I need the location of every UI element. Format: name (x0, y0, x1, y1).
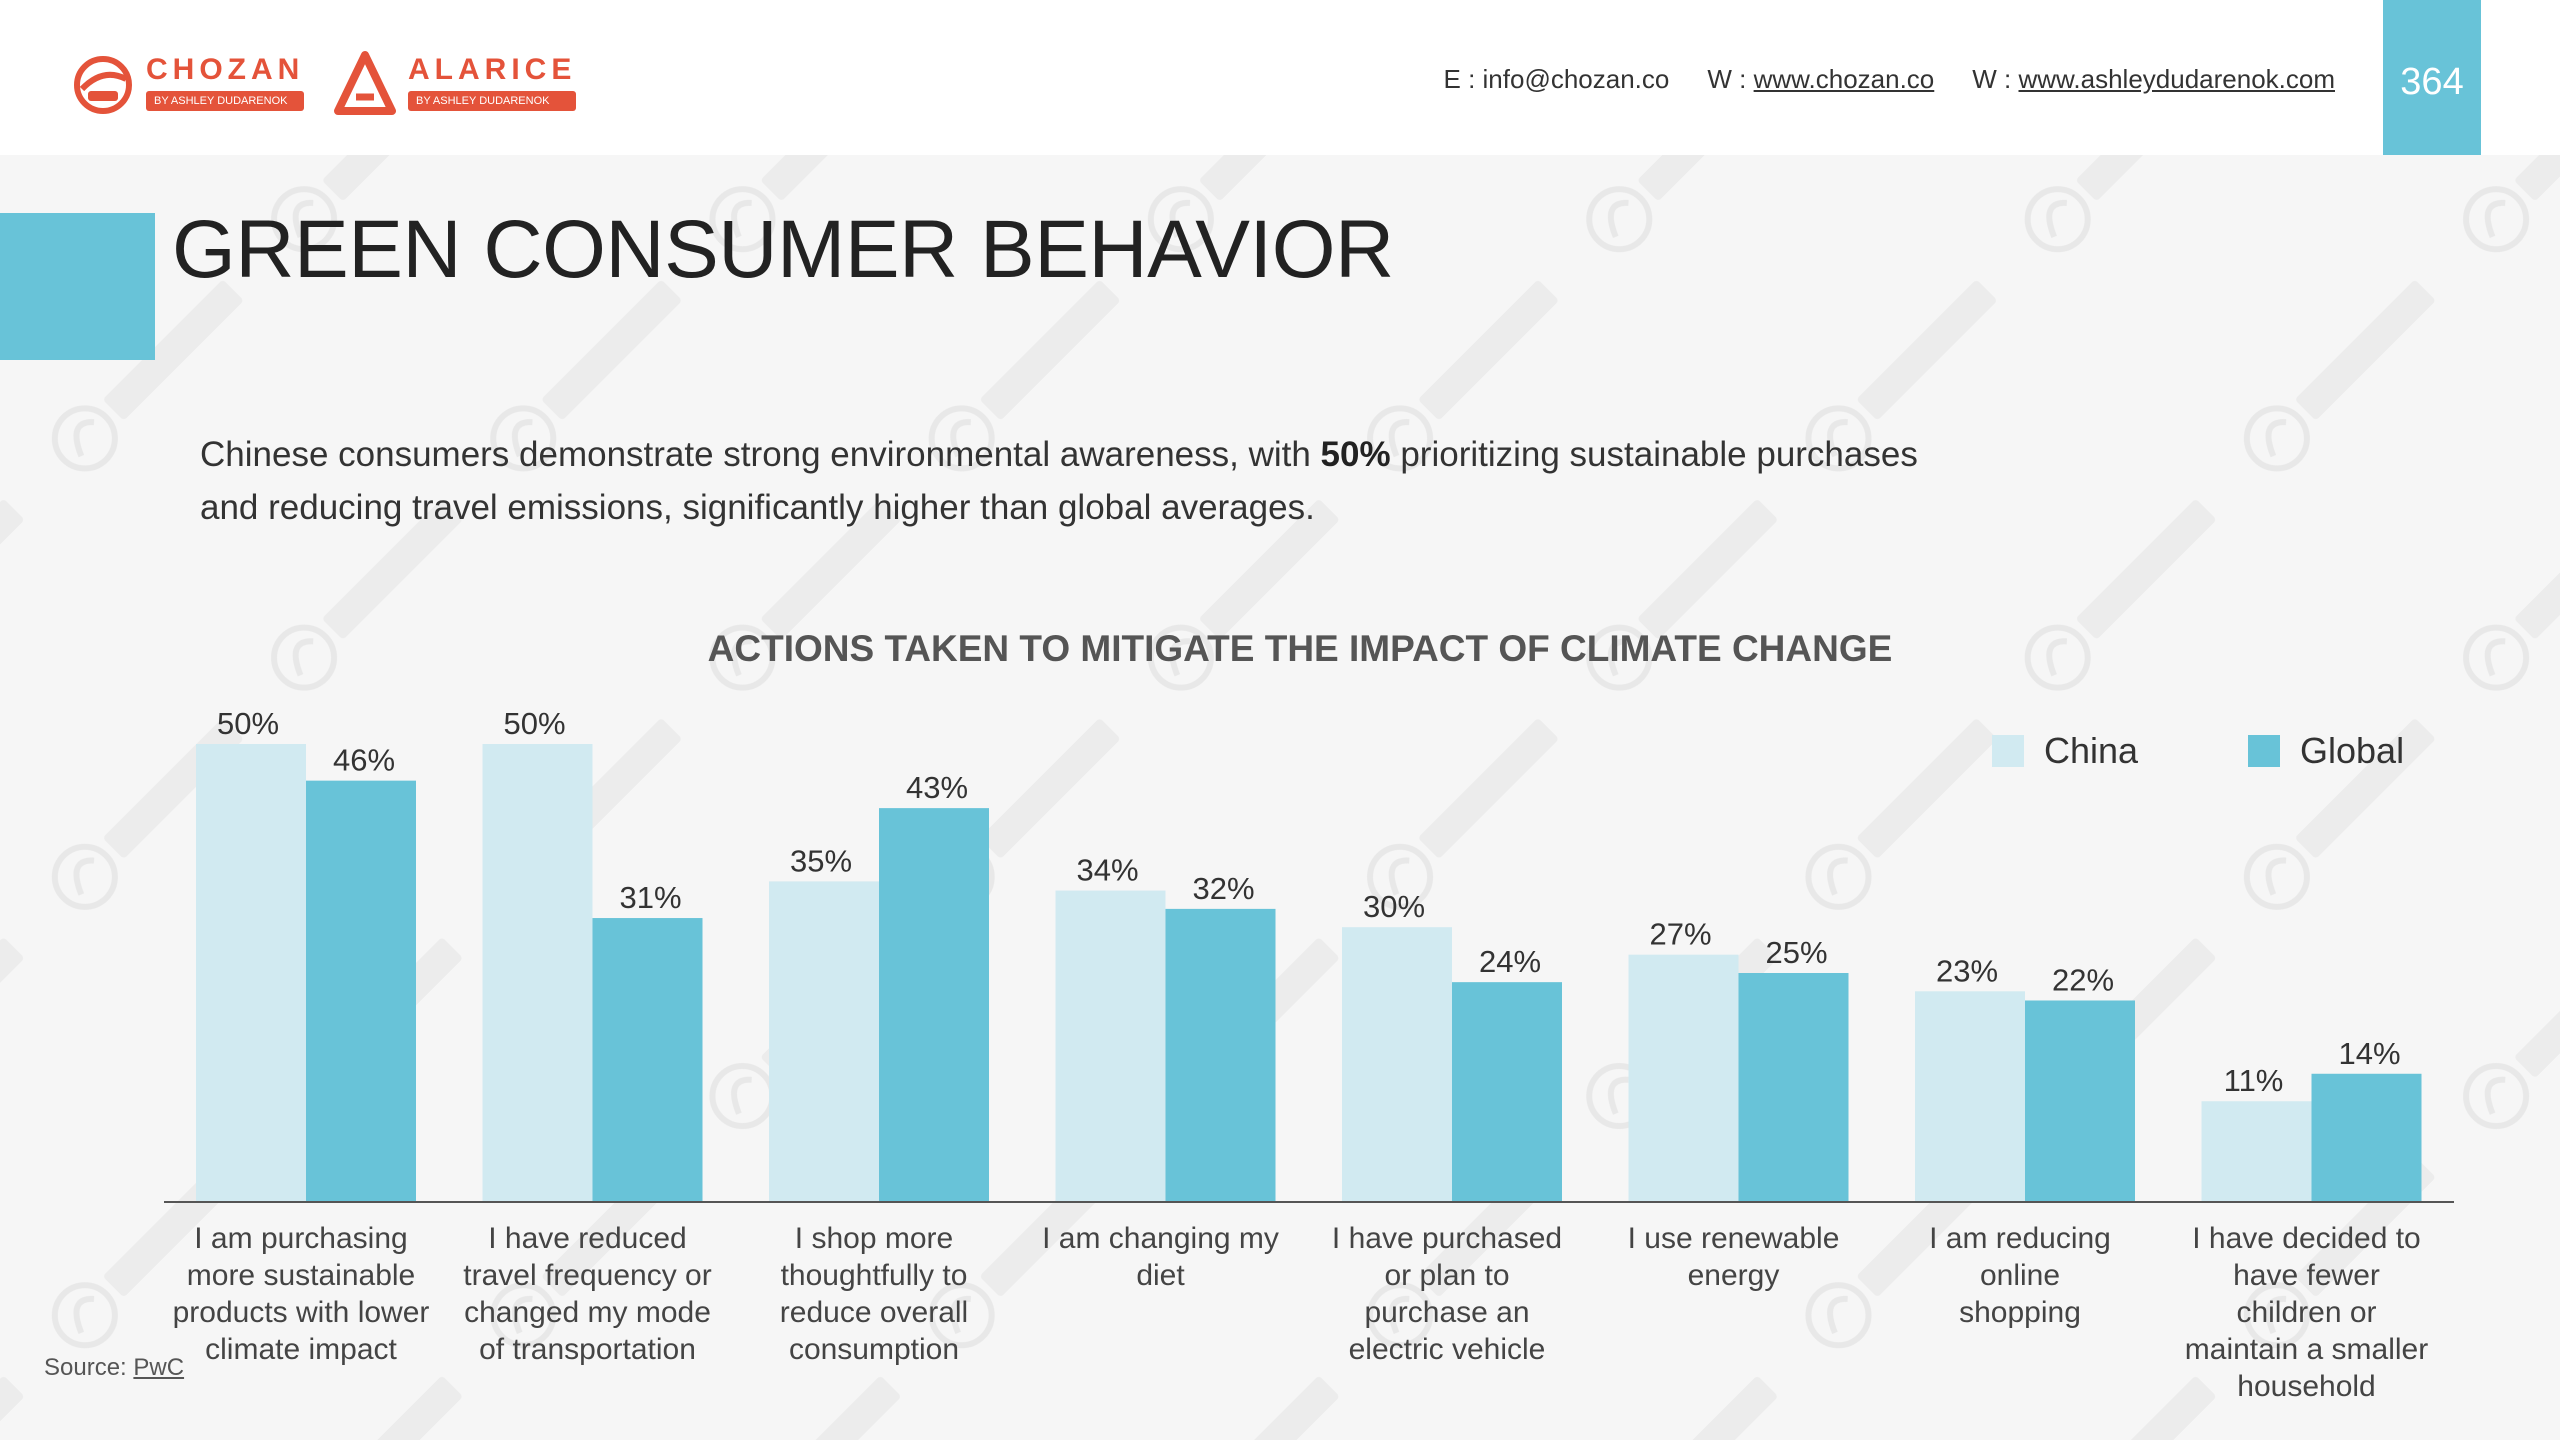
contact-info: E : info@chozan.co W : www.chozan.co W :… (1444, 64, 2336, 95)
title-accent-block (0, 213, 155, 360)
data-label-china-5: 30% (1363, 889, 1425, 924)
data-label-global-5: 24% (1479, 944, 1541, 979)
bar-china-6 (1628, 954, 1739, 1202)
x-tick-label-3-line-2: thoughtfully to (781, 1259, 968, 1292)
data-label-global-6: 25% (1765, 935, 1827, 970)
data-label-china-1: 50% (217, 706, 279, 741)
chozan-logo-name: CHOZAN (146, 53, 305, 86)
x-tick-label-2-line-2: travel frequency or (463, 1259, 711, 1292)
data-label-china-3: 35% (790, 843, 852, 878)
alarice-logo[interactable]: ALARICE BY ASHLEY DUDARENOK (330, 42, 577, 122)
legend-china-label: China (2044, 730, 2139, 771)
x-tick-label-1-line-3: products with lower (173, 1296, 430, 1329)
alarice-logo-name: ALARICE (408, 53, 577, 86)
x-tick-label-3-line-3: reduce overall (780, 1296, 968, 1329)
x-tick-label-5-line-2: or plan to (1384, 1259, 1509, 1292)
website-contact-1: W : www.chozan.co (1707, 64, 1935, 94)
bar-global-7 (2025, 1000, 2135, 1202)
legend-china-swatch (1992, 735, 2024, 767)
ashley-website-link[interactable]: www.ashleydudarenok.com (2018, 64, 2336, 94)
bar-global-2 (592, 918, 703, 1202)
bar-china-2 (482, 744, 593, 1202)
chozan-logo-subtitle: BY ASHLEY DUDARENOK (146, 91, 305, 111)
x-tick-label-8-line-3: children or (2236, 1296, 2376, 1329)
data-label-global-3: 43% (906, 770, 968, 805)
bar-china-3 (769, 881, 879, 1202)
alarice-a-icon (334, 51, 396, 115)
legend-global-swatch (2248, 735, 2280, 767)
x-tick-label-4-line-2: diet (1136, 1259, 1185, 1292)
x-tick-label-6-line-2: energy (1688, 1259, 1780, 1292)
x-tick-label-1-line-2: more sustainable (187, 1259, 415, 1292)
bar-global-1 (306, 780, 416, 1202)
intro-highlight: 50% (1320, 435, 1391, 474)
data-label-china-8: 11% (2224, 1063, 2284, 1098)
data-label-global-2: 31% (619, 880, 681, 915)
chozan-website-link[interactable]: www.chozan.co (1753, 64, 1935, 94)
bar-global-6 (1738, 973, 1849, 1202)
x-tick-label-4-line-1: I am changing my (1042, 1222, 1279, 1255)
chozan-helmet-icon (74, 56, 132, 114)
alarice-logo-subtitle: BY ASHLEY DUDARENOK (408, 91, 577, 111)
x-tick-label-3-line-1: I shop more (795, 1222, 953, 1255)
x-tick-label-5-line-4: electric vehicle (1349, 1333, 1546, 1366)
x-tick-label-1-line-4: climate impact (205, 1333, 397, 1366)
x-tick-label-3-line-4: consumption (789, 1333, 959, 1366)
data-label-global-4: 32% (1192, 871, 1254, 906)
chart-title: ACTIONS TAKEN TO MITIGATE THE IMPACT OF … (707, 628, 1893, 669)
data-label-global-7: 22% (2052, 962, 2114, 997)
intro-paragraph: Chinese consumers demonstrate strong env… (200, 435, 1918, 527)
x-tick-label-2-line-3: changed my mode (464, 1296, 711, 1329)
legend-global-label: Global (2300, 730, 2405, 771)
data-label-china-4: 34% (1076, 853, 1138, 888)
data-label-china-2: 50% (503, 706, 565, 741)
x-tick-label-6-line-1: I use renewable (1628, 1222, 1840, 1255)
x-tick-label-8-line-5: household (2237, 1370, 2375, 1403)
x-tick-label-5-line-1: I have purchased (1332, 1222, 1562, 1255)
top-bar (0, 0, 2560, 155)
page-number: 364 (2383, 0, 2481, 155)
chozan-logo[interactable]: CHOZAN BY ASHLEY DUDARENOK (68, 42, 305, 122)
x-tick-label-5-line-3: purchase an (1364, 1296, 1529, 1329)
website-contact-2: W : www.ashleydudarenok.com (1972, 64, 2336, 94)
x-tick-label-8-line-1: I have decided to (2192, 1222, 2421, 1255)
email-contact: E : info@chozan.co (1443, 64, 1670, 94)
source-note: Source: PwC (44, 1354, 185, 1381)
x-tick-label-8-line-2: have fewer (2233, 1259, 2380, 1292)
x-tick-label-2-line-4: of transportation (479, 1333, 696, 1366)
bar-china-7 (1915, 991, 2025, 1202)
data-label-china-6: 27% (1649, 917, 1711, 952)
bar-global-8 (2311, 1073, 2422, 1202)
x-tick-label-7-line-2: online (1980, 1259, 2060, 1292)
page-title: GREEN CONSUMER BEHAVIOR (172, 204, 1394, 295)
bar-global-3 (879, 808, 989, 1202)
data-label-global-1: 46% (333, 743, 395, 778)
legend-china: China (1992, 730, 2138, 772)
data-label-global-8: 14% (2338, 1036, 2400, 1071)
x-tick-label-7-line-3: shopping (1959, 1296, 2081, 1329)
bar-global-4 (1165, 908, 1276, 1202)
x-tick-label-1-line-1: I am purchasing (194, 1222, 407, 1255)
x-tick-label-7-line-1: I am reducing (1929, 1222, 2111, 1255)
bar-china-5 (1342, 927, 1452, 1202)
email-address: info@chozan.co (1482, 64, 1670, 94)
x-tick-label-2-line-1: I have reduced (488, 1222, 686, 1255)
bar-global-5 (1452, 982, 1562, 1202)
x-tick-label-8-line-4: maintain a smaller (2185, 1333, 2428, 1366)
data-label-china-7: 23% (1936, 953, 1998, 988)
bar-china-8 (2201, 1101, 2312, 1202)
legend-global: Global (2248, 730, 2404, 772)
bar-china-1 (196, 744, 306, 1202)
source-link[interactable]: PwC (133, 1354, 185, 1381)
bar-china-4 (1055, 890, 1166, 1202)
